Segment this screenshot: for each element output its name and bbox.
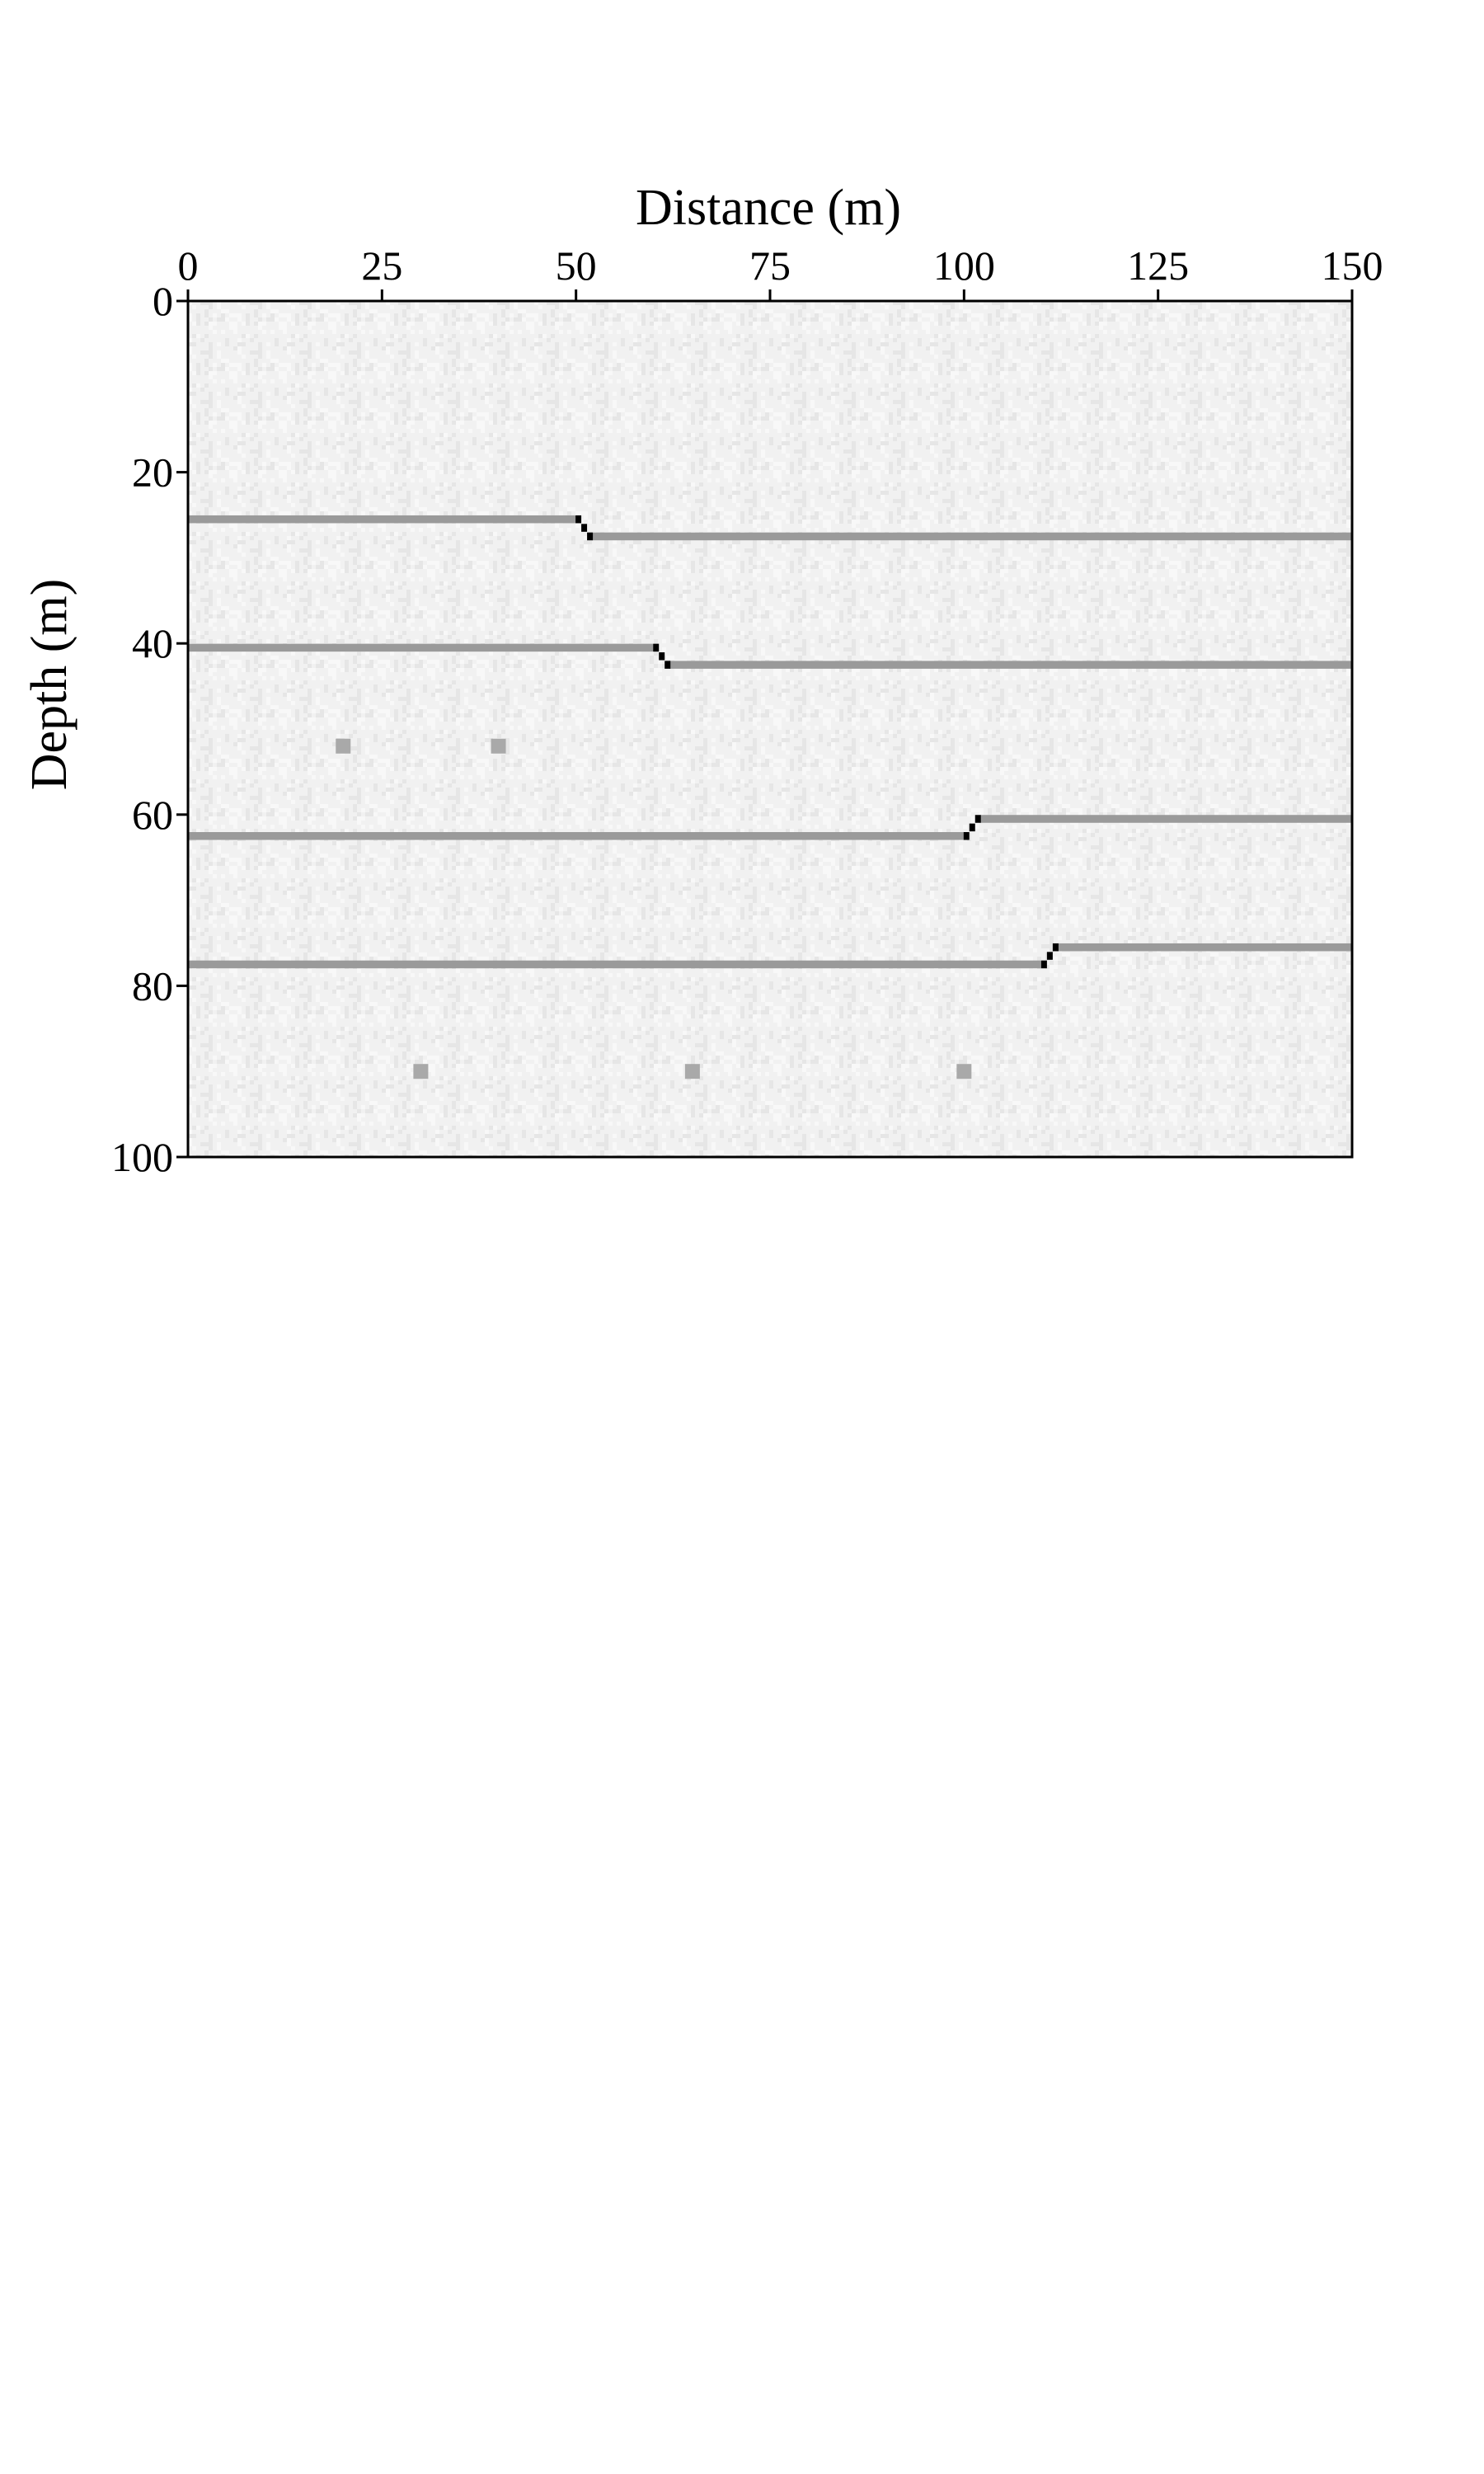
x-tick-label-150: 150 <box>1322 242 1383 289</box>
y-axis: 0 20 40 60 80 100 <box>111 278 188 1180</box>
diffractor-4 <box>684 1064 700 1079</box>
reflector-2-right <box>669 661 1352 669</box>
reflector-4-right <box>1057 943 1352 952</box>
diffractor-5 <box>956 1064 972 1079</box>
y-tick-label-0: 0 <box>153 278 173 324</box>
diffractor-3 <box>413 1064 429 1079</box>
diffractor-1 <box>336 738 351 754</box>
fault-step-2 <box>653 643 671 669</box>
y-axis-title: Depth (m) <box>21 579 77 791</box>
plot-area <box>186 299 1354 1159</box>
y-tick-label-20: 20 <box>132 449 173 496</box>
noise-texture <box>188 301 1352 1157</box>
y-tick-label-60: 60 <box>132 792 173 838</box>
reflector-1-left <box>188 515 576 524</box>
x-tick-label-50: 50 <box>556 242 597 289</box>
fault-step-3 <box>963 815 981 840</box>
x-tick-label-100: 100 <box>933 242 995 289</box>
fault-step-4 <box>1040 943 1059 969</box>
y-tick-label-100: 100 <box>111 1134 173 1180</box>
reflector-4-left <box>188 960 1041 969</box>
x-tick-label-125: 125 <box>1127 242 1189 289</box>
x-axis-title: Distance (m) <box>636 180 901 236</box>
y-tick-label-40: 40 <box>132 620 173 666</box>
x-tick-label-0: 0 <box>178 242 199 289</box>
reflector-3-left <box>188 832 964 840</box>
y-tick-label-80: 80 <box>132 962 173 1009</box>
diffractor-2 <box>491 738 506 754</box>
reflector-2-left <box>188 643 654 652</box>
fault-step-1 <box>575 515 594 541</box>
x-tick-label-25: 25 <box>361 242 402 289</box>
reflector-3-right <box>979 815 1352 823</box>
x-tick-label-75: 75 <box>749 242 791 289</box>
x-axis: 0 25 50 75 100 125 150 <box>178 242 1383 301</box>
reflector-1-right <box>592 532 1352 541</box>
